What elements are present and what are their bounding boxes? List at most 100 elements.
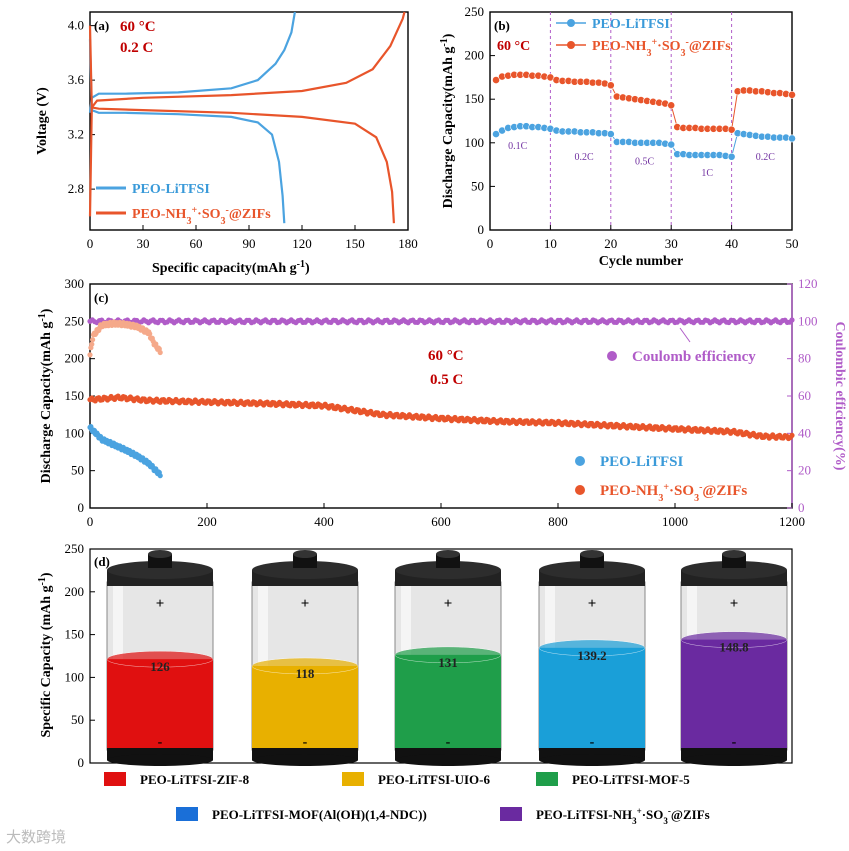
- battery-fill: [107, 659, 213, 750]
- battery-base-bottom: [107, 754, 213, 766]
- battery-2: +131 -: [394, 550, 502, 766]
- battery-minus: -: [590, 735, 595, 750]
- legend-d-mof5: PEO-LiTFSI-MOF-5: [572, 772, 690, 787]
- battery-terminal-top: [293, 550, 317, 558]
- panel-c-temp: 60 °C: [428, 348, 464, 364]
- panel-a-lines: [88, 11, 406, 224]
- panel-a-ytick-label: 2.8: [68, 181, 84, 196]
- panel-b-ytick-label: 150: [465, 91, 485, 106]
- panel-c-xtick-label: 400: [314, 514, 334, 529]
- panel-c-point-1: [157, 473, 163, 479]
- panel-b: 0 10 20 30 40 50 0 50 100 150 200 250 0.1C 0.2C 0.5C 1…: [439, 4, 799, 269]
- battery-terminal: [148, 554, 172, 568]
- panel-b-point: [606, 130, 615, 138]
- legend-d-nh3: PEO-LiTFSI-NH3+·SO3-@ZIFs: [536, 806, 710, 826]
- battery-fill-top: [251, 657, 359, 675]
- panel-c-ytick-label: 50: [71, 463, 84, 478]
- panel-b-points: [492, 70, 796, 161]
- battery-cap: [681, 561, 787, 579]
- legend-d-uio6: PEO-LiTFSI-UIO-6: [378, 772, 490, 787]
- panel-c-y2tick-label: 0: [798, 500, 805, 515]
- battery-plus: +: [444, 596, 453, 612]
- panel-b-ytick-label: 0: [478, 222, 485, 237]
- panel-b-xtick-label: 20: [604, 236, 617, 251]
- battery-base-bottom: [681, 754, 787, 766]
- panel-c-xtick-label: 1200: [779, 514, 805, 529]
- panel-a-ytick-label: 3.6: [68, 72, 85, 87]
- panel-b-label: (b): [494, 18, 510, 33]
- panel-c-ytick-label: 150: [65, 388, 85, 403]
- legend-b-marker-orange: [567, 41, 575, 49]
- battery-plus: +: [301, 596, 310, 612]
- legend-c-ce: Coulomb efficiency: [632, 349, 756, 365]
- legend-d-mofal: PEO-LiTFSI-MOF(Al(OH)(1,4-NDC)): [212, 807, 427, 822]
- legend-c-marker-peo: [575, 456, 585, 466]
- battery-plus: +: [730, 596, 739, 612]
- battery-fill-top: [106, 650, 214, 668]
- panel-c-point-2: [90, 337, 96, 343]
- panel-b-dividers: [549, 12, 733, 230]
- panel-a-ytick-label: 4.0: [68, 18, 84, 33]
- legend-c-peo: PEO-LiTFSI: [600, 454, 684, 470]
- battery-minus: -: [446, 735, 451, 750]
- legend-d-swatch-mofal: [176, 807, 198, 821]
- panel-c-point-2: [157, 349, 163, 356]
- panel-a-rate: 0.2 C: [120, 40, 153, 56]
- panel-a-xtick-label: 60: [190, 236, 203, 251]
- panel-c-y2tick-label: 40: [798, 425, 811, 440]
- panel-c-ytick-label: 0: [78, 500, 85, 515]
- panel-a-discharge-curve-1: [88, 25, 395, 224]
- panel-a: 0 30 60 90 120 150 180 2.8 3.2 3.6 4.0 (a) 60 °C 0…: [35, 11, 418, 276]
- panel-c-ytick-label: 250: [65, 313, 85, 328]
- panel-c-rate: 0.5 C: [430, 372, 463, 388]
- panel-a-label: (a): [94, 18, 109, 33]
- battery-terminal: [293, 554, 317, 568]
- panel-c-ytick-label: 100: [65, 425, 85, 440]
- battery-fill-top: [538, 639, 646, 657]
- panel-b-legend: PEO-LiTFSI PEO-NH3+·SO3-@ZIFs: [556, 17, 731, 59]
- panel-a-xtick-label: 90: [243, 236, 256, 251]
- panel-a-ytick-label: 3.2: [68, 127, 84, 142]
- panel-b-ticks: 0 10 20 30 40 50 0 50 100 150 200 250: [465, 4, 799, 251]
- battery-1: +118 -: [251, 550, 359, 766]
- legend-b-peo: PEO-LiTFSI: [592, 17, 670, 32]
- panel-c-y2tick-label: 100: [798, 313, 818, 328]
- panel-b-ytick-label: 250: [465, 4, 485, 19]
- panel-c-point-2: [89, 341, 95, 347]
- panel-b-point: [727, 152, 736, 161]
- panel-c-y2label: Coulombic efficiency(%): [832, 322, 847, 471]
- battery-terminal-top: [148, 550, 172, 558]
- battery-base-bottom: [395, 754, 501, 766]
- panel-a-charge-curve-0: [88, 11, 296, 113]
- battery-3: +139.2 -: [538, 550, 646, 766]
- panel-b-rate-label: 0.2C: [575, 152, 595, 163]
- panel-a-temp: 60 °C: [120, 19, 156, 35]
- battery-plus: +: [156, 596, 165, 612]
- battery-fill: [681, 639, 787, 750]
- panel-a-xtick-label: 150: [345, 236, 365, 251]
- battery-value-label: 126: [150, 659, 170, 674]
- panel-b-ytick-label: 200: [465, 48, 485, 63]
- battery-value-label: 139.2: [577, 648, 606, 663]
- panel-b-rate-label: 0.2C: [756, 152, 776, 163]
- panel-c: 0 200 400 600 800 1000 12000501001502002503000…: [37, 276, 848, 529]
- battery-4: +148.8 -: [680, 550, 788, 766]
- panel-c-ce-arrow: [679, 327, 691, 343]
- panel-b-point: [727, 125, 736, 134]
- panel-c-y2tick-label: 20: [798, 463, 811, 478]
- battery-terminal-top: [436, 550, 460, 558]
- battery-cap: [395, 561, 501, 579]
- panel-c-legend: Coulomb efficiency PEO-LiTFSI PEO-NH3+·S…: [575, 349, 756, 504]
- panel-d-ytick-label: 50: [71, 712, 84, 727]
- panel-b-xtick-label: 10: [544, 236, 557, 251]
- battery-plus: +: [588, 596, 597, 612]
- panel-a-charge-curve-1: [88, 11, 406, 217]
- panel-b-point: [492, 130, 500, 138]
- panel-a-discharge-curve-0: [88, 39, 286, 224]
- panel-d-legend: PEO-LiTFSI-ZIF-8 PEO-LiTFSI-UIO-6 PEO-Li…: [104, 772, 710, 826]
- panel-c-point-2: [87, 352, 93, 358]
- panel-d-ytick-label: 100: [65, 669, 85, 684]
- battery-minus: -: [303, 735, 308, 750]
